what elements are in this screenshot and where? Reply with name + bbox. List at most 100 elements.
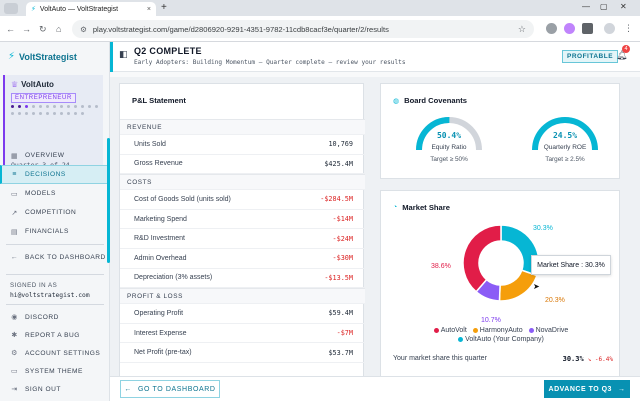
legend-item[interactable]: HarmonyAuto — [472, 327, 523, 334]
back-to-dashboard-label: BACK TO DASHBOARD — [25, 254, 106, 261]
close-window-icon[interactable]: ✕ — [620, 2, 627, 11]
sidebar-item-decisions[interactable]: ≡ DECISIONS — [0, 165, 110, 184]
sidebar-item-financials[interactable]: ▤ FINANCIALS — [0, 222, 110, 241]
sidebar-item-system-theme[interactable]: ▭ SYSTEM THEME — [0, 362, 110, 380]
arrow-left-icon: ← — [124, 385, 132, 393]
bell-icon[interactable]: 🔔︎ — [616, 50, 628, 60]
reload-icon[interactable]: ↻ — [39, 24, 47, 34]
signed-in-label: SIGNED IN AS — [10, 282, 58, 289]
quarter-dot — [74, 105, 77, 108]
tab-search-button[interactable] — [4, 3, 18, 14]
sidebar-item-label: OVERVIEW — [25, 152, 65, 159]
sidebar-item-report-bug[interactable]: ✱ REPORT A BUG — [0, 326, 110, 344]
board-covenants-card: ◍ Board Covenants 50.4% Equity Ratio Tar… — [380, 83, 620, 179]
site-info-icon[interactable]: ⚙ — [80, 24, 87, 34]
minimize-icon[interactable]: — — [582, 2, 590, 11]
trend-icon: ↗ — [11, 209, 18, 217]
sidebar-item-label: SYSTEM THEME — [25, 367, 83, 375]
signed-in-email: hi@voltstrategist.com — [10, 292, 90, 299]
your-share-value: 30.3% — [562, 355, 584, 363]
home-icon[interactable]: ⌂ — [56, 24, 62, 34]
equity-ratio-gauge: 50.4% Equity Ratio Target ≥ 50% — [409, 114, 489, 174]
mouse-cursor-icon: ➤ — [533, 282, 540, 291]
browser-tab[interactable]: ⚡ VoltAuto — VoltStrategist × — [26, 2, 156, 16]
sidebar-item-label: MODELS — [25, 190, 56, 197]
back-to-dashboard-link[interactable]: ← BACK TO DASHBOARD — [0, 248, 110, 267]
extension-icon[interactable] — [546, 23, 557, 34]
extensions-puzzle-icon[interactable] — [582, 23, 593, 34]
pie-chart-icon: ◔ — [393, 204, 398, 211]
quarter-dot — [32, 112, 35, 115]
quarter-dot — [46, 105, 49, 108]
sidebar-item-sign-out[interactable]: ⇥ SIGN OUT — [0, 380, 110, 398]
gauge-label: Equity Ratio — [431, 144, 467, 151]
sidebar-item-competition[interactable]: ↗ COMPETITION — [0, 203, 110, 222]
tab-title: VoltAuto — VoltStrategist — [39, 5, 119, 13]
sidebar-item-overview[interactable]: ▦ OVERVIEW — [0, 146, 110, 165]
divider — [6, 274, 104, 275]
bookmark-star-icon[interactable]: ☆ — [517, 23, 526, 34]
legend-swatch — [433, 328, 439, 333]
quarter-dot — [32, 105, 35, 108]
legend-item[interactable]: AutoVolt — [433, 327, 467, 334]
market-share-card: ◔ Market Share 30.3% 38.6% 20.3% 10.7% M… — [380, 190, 620, 376]
section-header: PROFIT & LOSS — [120, 288, 365, 305]
donut-slice-autovolt[interactable] — [462, 224, 502, 293]
gauge-arc — [416, 116, 482, 151]
sign-out-icon: ⇥ — [11, 386, 18, 393]
sliders-icon: ≡ — [12, 171, 17, 178]
back-arrow-icon[interactable]: ← — [6, 24, 15, 34]
your-share-delta: ↘ -6.4% — [587, 356, 613, 363]
profile-avatar-icon[interactable] — [604, 23, 615, 34]
extension-icon[interactable] — [564, 23, 575, 34]
quarter-dot — [18, 105, 21, 108]
address-bar[interactable]: ⚙ play.voltstrategist.com/game/d2806920-… — [72, 20, 534, 38]
company-name: ♕ VoltAuto — [11, 80, 54, 89]
go-to-dashboard-button[interactable]: ← GO TO DASHBOARD — [120, 380, 220, 398]
brand-logo[interactable]: ⚡ VoltStrategist — [8, 51, 77, 62]
grid-icon: ▦ — [10, 152, 19, 160]
close-tab-icon[interactable]: × — [146, 5, 151, 13]
table-row: Marketing Spend -$14M — [120, 210, 365, 230]
page-header: ◧ Q2 COMPLETE Early Adopters: Building M… — [110, 42, 640, 72]
bug-icon: ✱ — [11, 332, 18, 339]
advance-quarter-button[interactable]: ADVANCE TO Q3 → — [544, 380, 630, 398]
table-row: Cost of Goods Sold (units sold) -$284.5M — [120, 190, 365, 210]
quarter-dot — [88, 105, 91, 108]
forward-arrow-icon[interactable]: → — [22, 24, 31, 34]
table-row: Depreciation (3% assets) -$13.5M — [120, 269, 365, 289]
quarter-dot — [53, 105, 56, 108]
sidebar-item-label: ACCOUNT SETTINGS — [25, 349, 101, 357]
menu-toggle-icon[interactable]: ◧ — [119, 49, 128, 59]
new-tab-button[interactable]: + — [161, 2, 167, 13]
header-accent — [110, 42, 113, 72]
car-icon: ▭ — [10, 190, 19, 198]
browser-menu-icon[interactable]: ⋮ — [624, 23, 633, 33]
sidebar-item-models[interactable]: ▭ MODELS — [0, 184, 110, 203]
market-share-donut[interactable] — [461, 223, 541, 303]
company-card: ♕ VoltAuto ENTREPRENEUR Quarter 3 of 24 — [3, 75, 103, 173]
quarter-dot — [53, 112, 56, 115]
main-content[interactable]: P&L Statement REVENUE Units Sold 10,769 G… — [110, 72, 640, 376]
quarter-dot — [39, 112, 42, 115]
quarter-dot — [60, 112, 63, 115]
maximize-icon[interactable]: ▢ — [600, 2, 608, 11]
quarter-dot — [46, 112, 49, 115]
table-row: Net Profit (pre-tax) $53.7M — [120, 343, 365, 363]
legend-item[interactable]: VoltAuto (Your Company) — [458, 336, 544, 343]
legend-item[interactable]: NovaDrive — [528, 327, 568, 334]
browser-tab-strip: ⚡ VoltAuto — VoltStrategist × + — ▢ ✕ — [0, 0, 640, 16]
sidebar-scrollbar[interactable] — [107, 138, 110, 263]
sidebar-item-discord[interactable]: ◉ DISCORD — [0, 308, 110, 326]
slice-label-novadrive: 10.7% — [481, 317, 501, 324]
quarter-dot — [95, 105, 98, 108]
quarter-dot — [18, 112, 21, 115]
sidebar-item-account-settings[interactable]: ⚙ ACCOUNT SETTINGS — [0, 344, 110, 362]
page-footer: ← GO TO DASHBOARD ADVANCE TO Q3 → — [110, 376, 640, 401]
quarter-dot — [67, 105, 70, 108]
card-title: ◍ Board Covenants — [393, 96, 467, 105]
shield-icon: ◍ — [393, 97, 400, 105]
card-title: ◔ Market Share — [393, 203, 450, 212]
legend-swatch — [472, 328, 478, 333]
table-row: R&D Investment -$24M — [120, 229, 365, 249]
